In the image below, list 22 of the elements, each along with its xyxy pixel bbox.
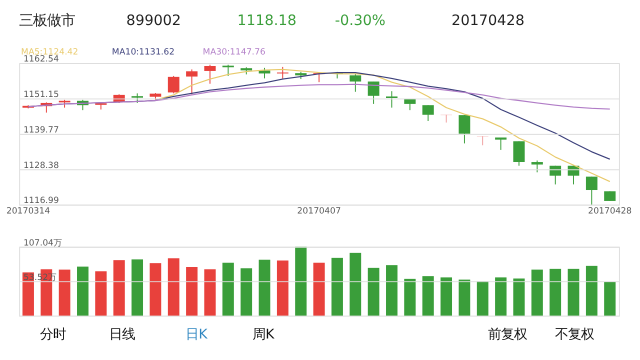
y-tick-label: 107.04万: [23, 238, 63, 248]
text: 不复权: [554, 328, 594, 343]
y-tick-label: 1151.15: [23, 90, 59, 100]
x-tick-label: 20170428: [588, 206, 632, 217]
text: -0.30%: [334, 12, 386, 29]
text: 日线: [109, 328, 136, 343]
y-tick-label: 1116.99: [23, 196, 59, 206]
text: 899002: [126, 12, 181, 29]
x-tick-label: 20170407: [297, 206, 341, 217]
chart-title: 三板做市: [19, 12, 76, 29]
text: MA30:1147.76: [202, 47, 266, 58]
text: 分时: [40, 328, 66, 343]
text: MA10:1131.62: [112, 47, 175, 58]
y-tick-label: 1128.38: [23, 160, 59, 171]
text: 1118.18: [237, 12, 297, 29]
x-tick-label: 20170314: [6, 206, 50, 217]
text: 周K: [252, 328, 276, 343]
y-tick-label: 1162.54: [23, 54, 59, 65]
text: 20170428: [452, 12, 524, 29]
text: 日K: [186, 328, 209, 343]
y-tick-label: 1139.77: [23, 125, 59, 136]
text: 前复权: [488, 328, 527, 343]
